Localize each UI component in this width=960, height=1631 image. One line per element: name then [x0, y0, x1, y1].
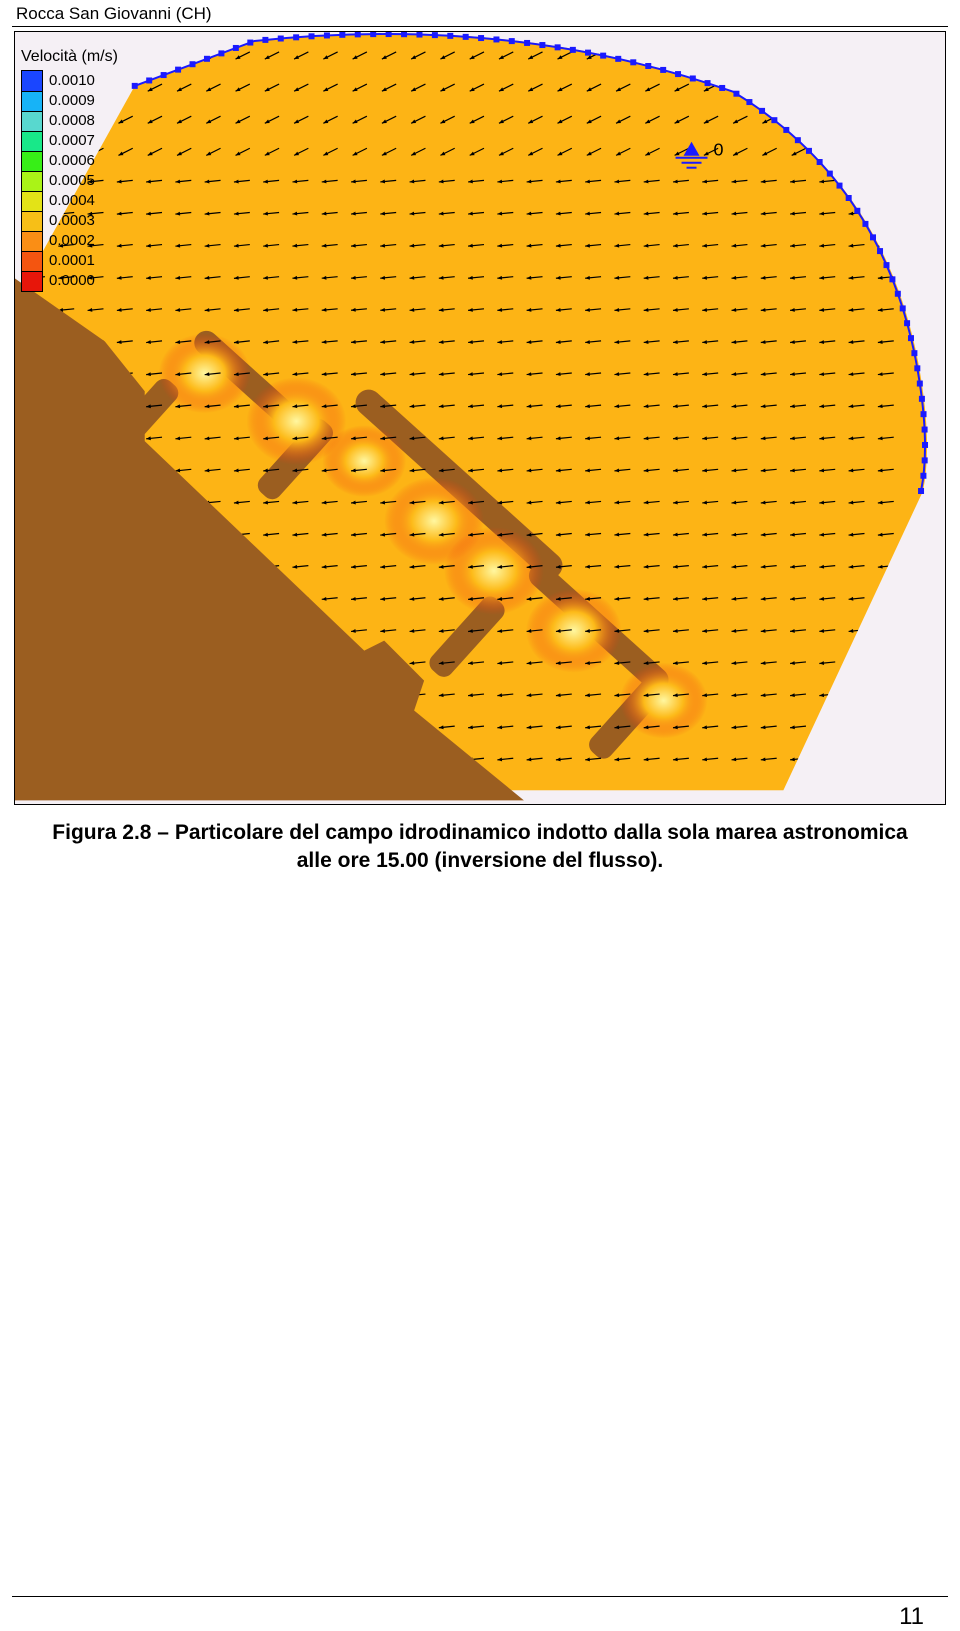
legend-label: 0.0007 — [49, 131, 95, 151]
legend-label: 0.0000 — [49, 271, 95, 291]
page-header: Rocca San Giovanni (CH) — [12, 0, 948, 27]
legend-swatch — [22, 131, 42, 151]
legend-swatch — [22, 171, 42, 191]
page-number: 11 — [12, 1597, 948, 1631]
legend-label: 0.0003 — [49, 211, 95, 231]
legend-labels: 0.00100.00090.00080.00070.00060.00050.00… — [49, 70, 95, 291]
legend-swatch — [22, 91, 42, 111]
legend: Velocità (m/s) 0.00100.00090.00080.00070… — [21, 48, 118, 292]
legend-label: 0.0010 — [49, 71, 95, 91]
legend-body: 0.00100.00090.00080.00070.00060.00050.00… — [21, 70, 118, 292]
simulation-plot: 0 — [15, 32, 945, 804]
water-level-label: 0 — [713, 140, 723, 160]
caption-line-2: alle ore 15.00 (inversione del flusso). — [297, 849, 663, 872]
legend-title: Velocità (m/s) — [21, 48, 118, 66]
legend-label: 0.0002 — [49, 231, 95, 251]
legend-label: 0.0005 — [49, 171, 95, 191]
legend-colorbar — [21, 70, 43, 292]
legend-label: 0.0009 — [49, 91, 95, 111]
figure-caption: Figura 2.8 – Particolare del campo idrod… — [52, 819, 908, 876]
legend-swatch — [22, 71, 42, 91]
legend-swatch — [22, 191, 42, 211]
legend-swatch — [22, 251, 42, 271]
legend-swatch — [22, 151, 42, 171]
caption-line-1: Figura 2.8 – Particolare del campo idrod… — [52, 821, 907, 844]
legend-label: 0.0004 — [49, 191, 95, 211]
legend-swatch — [22, 211, 42, 231]
legend-label: 0.0008 — [49, 111, 95, 131]
legend-swatch — [22, 111, 42, 131]
legend-swatch — [22, 271, 42, 291]
header-title: Rocca San Giovanni (CH) — [16, 4, 212, 23]
page: Rocca San Giovanni (CH) — [0, 0, 960, 1631]
figure-frame: 0 Velocità (m/s) 0.00100.00090.00080.000… — [14, 31, 946, 805]
legend-label: 0.0001 — [49, 251, 95, 271]
legend-swatch — [22, 231, 42, 251]
legend-label: 0.0006 — [49, 151, 95, 171]
